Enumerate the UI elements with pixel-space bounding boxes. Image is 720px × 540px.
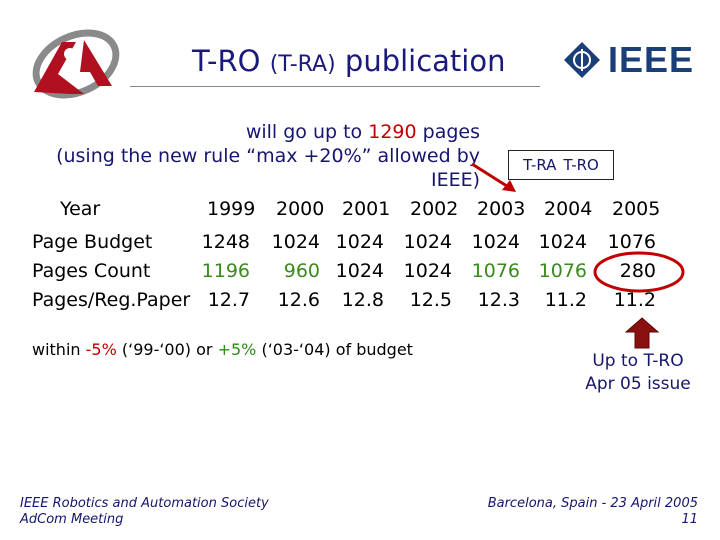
- title-end: publication: [344, 44, 506, 78]
- note-pre: within: [32, 340, 81, 359]
- table-cell: 12.3: [477, 289, 520, 311]
- year-2004: 2004: [544, 198, 593, 220]
- table-cell: 1076: [607, 231, 656, 253]
- table-cell: 12.7: [207, 289, 250, 311]
- year-2005: 2005: [612, 198, 661, 220]
- note-high: +5%: [217, 340, 257, 359]
- footer-right-line-1: Barcelona, Spain - 23 April 2005: [487, 496, 698, 511]
- table-cell: 1248: [201, 231, 250, 253]
- footer-right: Barcelona, Spain - 23 April 2005 11: [488, 496, 698, 528]
- intro-line-2: (using the new rule “max +20%” allowed b…: [56, 145, 480, 191]
- legend-box: T-RA T-RO: [508, 150, 614, 180]
- intro-post: pages: [422, 121, 480, 143]
- table-cell: 1024: [271, 231, 320, 253]
- ieee-diamond-icon: [564, 42, 600, 78]
- title-divider: [130, 86, 540, 87]
- year-2001: 2001: [342, 198, 391, 220]
- footer-left-line-1: IEEE Robotics and Automation Society: [20, 496, 269, 511]
- title-sub: (T-RA): [269, 52, 336, 77]
- row-label-pages-count: Pages Count: [32, 260, 151, 282]
- table-cell: 11.2: [544, 289, 587, 311]
- page-number: 11: [681, 512, 698, 527]
- callout-line-2: Apr 05 issue: [585, 374, 691, 394]
- legend-tra: T-RA: [523, 156, 557, 174]
- row-label-pages-per-paper: Pages/Reg.Paper: [32, 289, 191, 311]
- footer-left-line-2: AdCom Meeting: [20, 512, 124, 527]
- table-cell: 1024: [403, 260, 452, 282]
- up-arrow-icon: [624, 317, 660, 349]
- intro-value: 1290: [368, 121, 417, 143]
- intro-text: will go up to 1290 pages (using the new …: [30, 120, 480, 192]
- legend-tro: T-RO: [563, 156, 599, 174]
- highlight-ellipse: [593, 251, 685, 293]
- intro-pre: will go up to: [245, 121, 363, 143]
- table-cell: 280: [619, 260, 656, 282]
- red-arrow-icon: [471, 162, 516, 192]
- slide-title: T-RO (T-RA) publication: [192, 44, 505, 78]
- year-label: Year: [60, 198, 101, 220]
- row-label-page-budget: Page Budget: [32, 231, 153, 253]
- ieee-wordmark: IEEE: [608, 39, 695, 80]
- table-cell: 1196: [201, 260, 250, 282]
- budget-note: within -5% (‘99-‘00) or +5% (‘03-‘04) of…: [32, 340, 413, 359]
- footer-left: IEEE Robotics and Automation Society AdC…: [20, 496, 269, 528]
- title-main: T-RO: [192, 44, 261, 78]
- table-cell: 960: [283, 260, 320, 282]
- table-cell: 1024: [335, 231, 384, 253]
- callout-text: Up to T-RO Apr 05 issue: [578, 350, 698, 396]
- table-cell: 11.2: [613, 289, 656, 311]
- table-cell: 1024: [403, 231, 452, 253]
- table-cell: 1076: [471, 260, 520, 282]
- ra-logo: [24, 22, 124, 102]
- table-cell: 1024: [335, 260, 384, 282]
- year-2002: 2002: [410, 198, 459, 220]
- table-cell: 1076: [538, 260, 587, 282]
- table-cell: 1024: [471, 231, 520, 253]
- intro-line-1: will go up to 1290 pages: [30, 120, 480, 144]
- table-cell: 12.8: [341, 289, 384, 311]
- table-cell: 1024: [538, 231, 587, 253]
- year-2003: 2003: [477, 198, 526, 220]
- callout-line-1: Up to T-RO: [592, 351, 684, 371]
- note-mid: (‘99-‘00) or: [121, 340, 213, 359]
- note-post: (‘03-‘04) of budget: [261, 340, 413, 359]
- table-cell: 12.5: [409, 289, 452, 311]
- table-cell: 12.6: [277, 289, 320, 311]
- year-1999: 1999: [207, 198, 256, 220]
- ieee-logo: IEEE: [562, 38, 702, 82]
- note-low: -5%: [85, 340, 117, 359]
- year-2000: 2000: [276, 198, 325, 220]
